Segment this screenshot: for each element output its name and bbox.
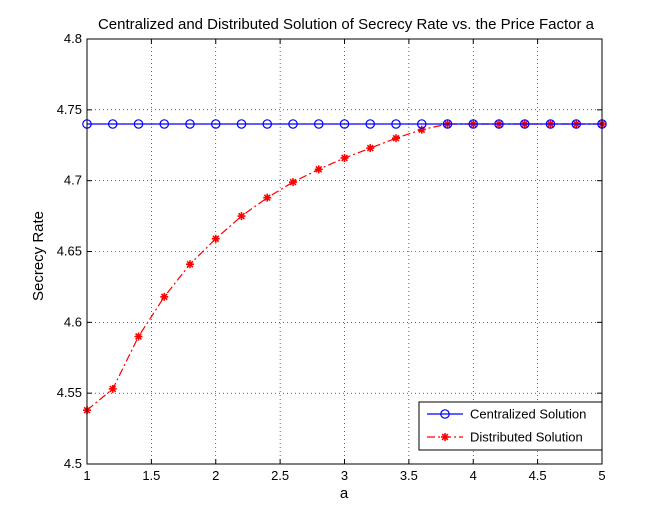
legend-label-distributed-solution: Distributed Solution bbox=[470, 430, 583, 445]
data-point-centralized-solution bbox=[416, 119, 427, 129]
data-point-distributed-solution bbox=[366, 144, 375, 153]
data-point-centralized-solution bbox=[442, 119, 453, 129]
data-point-distributed-solution bbox=[340, 154, 349, 162]
x-tick-label: 4.5 bbox=[529, 468, 547, 483]
data-point-centralized-solution bbox=[494, 119, 504, 129]
data-point-centralized-solution bbox=[468, 119, 479, 129]
data-point-centralized-solution bbox=[107, 119, 118, 129]
legend-marker-distributed-solution bbox=[441, 433, 449, 441]
data-point-centralized-solution bbox=[519, 119, 530, 129]
x-axis-ticks: 1 1.5 2 2.5 3 3.5 4 4.5 5 bbox=[83, 39, 606, 483]
grid-lines bbox=[87, 39, 602, 464]
data-point-centralized-solution bbox=[288, 119, 298, 129]
x-tick-label: 3.5 bbox=[400, 468, 418, 483]
x-tick-label: 2 bbox=[212, 468, 219, 483]
legend-label-centralized-solution: Centralized Solution bbox=[470, 407, 586, 422]
y-tick-label: 4.5 bbox=[64, 456, 82, 471]
y-tick-label: 4.6 bbox=[64, 314, 82, 329]
data-point-centralized-solution bbox=[313, 119, 324, 129]
data-point-distributed-solution bbox=[237, 212, 246, 221]
x-axis-label: a bbox=[340, 485, 349, 502]
x-tick-label: 1 bbox=[83, 468, 90, 483]
data-point-centralized-solution bbox=[262, 119, 273, 129]
legend-box bbox=[418, 401, 603, 451]
data-point-distributed-solution bbox=[134, 332, 143, 341]
data-point-centralized-solution bbox=[571, 119, 582, 129]
legend-entry-centralized-solution: Centralized Solution bbox=[427, 407, 586, 422]
x-tick-label: 3 bbox=[341, 468, 348, 483]
data-point-distributed-solution bbox=[211, 234, 220, 243]
data-point-distributed-solution bbox=[160, 292, 169, 301]
legend-entry-distributed-solution: Distributed Solution bbox=[427, 430, 583, 445]
y-axis-ticks: 4.5 4.55 4.6 4.65 4.7 4.75 4.8 bbox=[57, 31, 602, 471]
chart-title: Centralized and Distributed Solution of … bbox=[98, 16, 595, 33]
data-point-distributed-solution bbox=[263, 193, 272, 202]
x-tick-label: 1.5 bbox=[142, 468, 160, 483]
data-point-centralized-solution bbox=[185, 119, 195, 129]
data-point-distributed-solution bbox=[314, 165, 323, 174]
x-tick-label: 5 bbox=[598, 468, 605, 483]
data-point-centralized-solution bbox=[210, 119, 221, 129]
data-point-distributed-solution bbox=[108, 384, 117, 393]
data-point-distributed-solution bbox=[392, 134, 400, 143]
data-point-centralized-solution bbox=[365, 119, 376, 129]
data-point-centralized-solution bbox=[159, 119, 170, 129]
data-point-centralized-solution bbox=[133, 119, 144, 129]
data-point-centralized-solution bbox=[391, 119, 401, 129]
y-tick-label: 4.55 bbox=[57, 385, 82, 400]
legend: Centralized Solution Distributed Solution bbox=[418, 401, 603, 451]
data-point-centralized-solution bbox=[339, 119, 350, 129]
y-tick-label: 4.65 bbox=[57, 244, 82, 259]
data-point-centralized-solution bbox=[545, 119, 556, 129]
y-axis-label: Secrecy Rate bbox=[30, 211, 47, 301]
x-tick-label: 4 bbox=[470, 468, 477, 483]
data-point-distributed-solution bbox=[289, 178, 297, 187]
y-tick-label: 4.7 bbox=[64, 173, 82, 188]
data-point-distributed-solution bbox=[186, 260, 194, 269]
y-tick-label: 4.8 bbox=[64, 31, 82, 46]
y-tick-label: 4.75 bbox=[57, 102, 82, 117]
legend-marker-centralized-solution bbox=[440, 409, 450, 419]
x-tick-label: 2.5 bbox=[271, 468, 289, 483]
data-point-centralized-solution bbox=[236, 119, 247, 129]
